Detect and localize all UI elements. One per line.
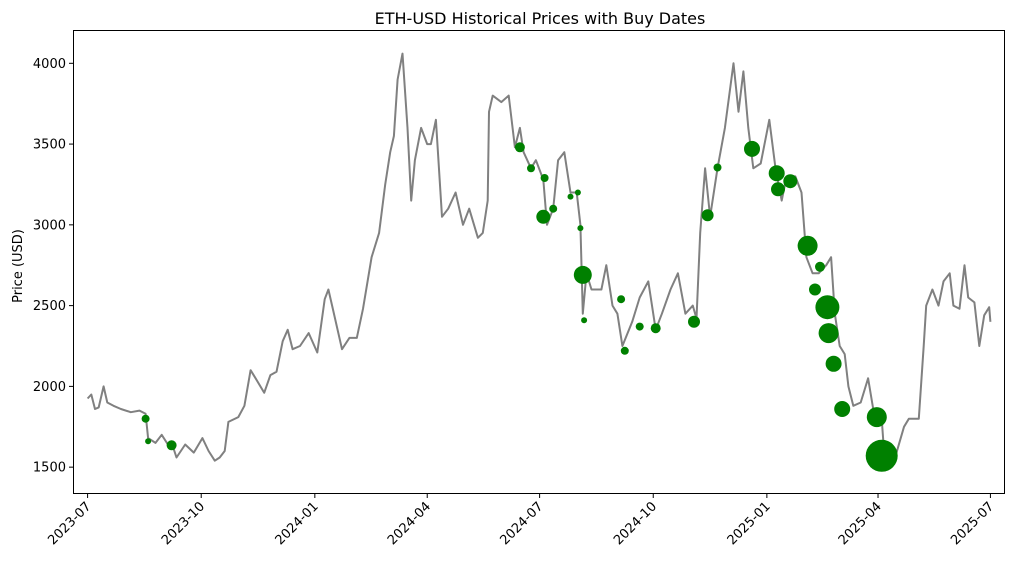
y-tick-label: 3500 <box>33 138 66 153</box>
buy-marker <box>815 261 825 272</box>
buy-marker <box>635 322 644 331</box>
y-tick-label: 3000 <box>33 218 66 233</box>
x-tick-label: 2023-10 <box>159 499 208 548</box>
x-tick-label: 2025-04 <box>836 499 885 548</box>
x-tick-label: 2025-07 <box>948 499 997 548</box>
buy-marker <box>688 315 700 328</box>
buy-marker <box>166 440 177 451</box>
buy-marker <box>577 225 584 232</box>
buy-marker <box>650 323 661 334</box>
buy-marker <box>617 295 626 304</box>
buy-marker <box>701 209 714 222</box>
buy-marker <box>540 174 549 182</box>
x-axis: 2023-07 2023-10 2024-01 2024-04 2024-07 2024-… <box>45 493 997 548</box>
x-tick-label: 2024-07 <box>497 499 546 548</box>
y-tick-label: 2500 <box>33 299 66 314</box>
buy-marker <box>574 189 581 196</box>
plot-frame <box>73 30 1005 494</box>
buy-marker <box>567 193 574 200</box>
buy-marker <box>768 165 785 182</box>
price-series-line <box>86 52 992 472</box>
buy-marker <box>783 174 798 189</box>
buy-marker <box>527 164 535 173</box>
buy-marker <box>573 265 592 284</box>
buy-marker <box>514 142 525 153</box>
buy-marker <box>713 163 722 172</box>
y-tick-label: 1500 <box>33 461 66 476</box>
buy-marker <box>797 235 818 256</box>
buy-marker <box>818 323 839 344</box>
buy-marker <box>865 439 898 472</box>
buy-marker <box>744 140 760 157</box>
price-line-layer <box>86 52 992 472</box>
buy-marker <box>549 204 558 213</box>
chart-title: ETH-USD Historical Prices with Buy Dates <box>375 9 706 28</box>
x-tick-label: 2024-04 <box>385 499 434 548</box>
buy-marker <box>866 407 887 428</box>
x-tick-label: 2024-01 <box>273 499 322 548</box>
buy-marker <box>825 355 842 372</box>
x-tick-label: 2025-01 <box>725 499 774 548</box>
buy-marker-layer <box>141 140 898 472</box>
buy-marker <box>809 283 821 296</box>
x-tick-label: 2024-10 <box>611 499 660 548</box>
y-axis-label: Price (USD) <box>11 229 26 303</box>
x-tick-label: 2023-07 <box>45 499 94 548</box>
buy-marker <box>815 295 840 320</box>
buy-marker <box>581 317 588 324</box>
buy-marker <box>145 438 152 445</box>
buy-marker <box>771 182 785 197</box>
buy-marker <box>620 346 629 355</box>
y-axis: 1500 2000 2500 3000 3500 4000 <box>33 57 74 476</box>
y-tick-label: 2000 <box>33 380 66 395</box>
buy-marker <box>834 401 851 417</box>
y-tick-label: 4000 <box>33 57 66 72</box>
buy-marker <box>141 414 150 423</box>
buy-marker <box>536 209 551 224</box>
